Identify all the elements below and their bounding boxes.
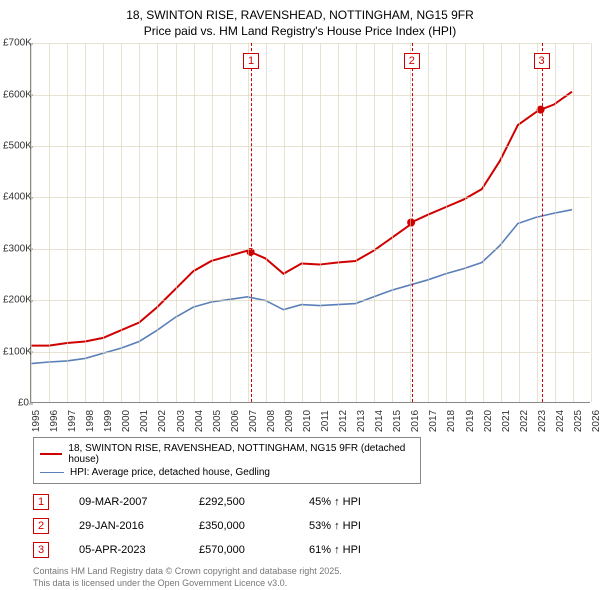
sale-row-marker: 2 <box>33 518 49 534</box>
sale-price: £570,000 <box>199 544 279 556</box>
sale-marker-badge: 1 <box>243 53 259 69</box>
sale-marker-line <box>251 43 252 402</box>
x-tick-label: 2019 <box>465 410 476 432</box>
x-tick-label: 2000 <box>121 410 132 432</box>
x-tick-label: 1995 <box>31 410 42 432</box>
y-tick-label: £200K <box>3 295 29 306</box>
chart-lines <box>31 43 590 402</box>
x-tick-label: 1999 <box>103 410 114 432</box>
x-tick-label: 2026 <box>591 410 600 432</box>
y-tick-label: £700K <box>3 38 29 49</box>
sale-date: 09-MAR-2007 <box>79 496 169 508</box>
chart-title: 18, SWINTON RISE, RAVENSHEAD, NOTTINGHAM… <box>0 0 600 43</box>
footer-line1: Contains HM Land Registry data © Crown c… <box>33 566 590 578</box>
x-tick-label: 2015 <box>392 410 403 432</box>
sale-pct: 53% ↑ HPI <box>309 520 409 532</box>
x-tick-label: 2004 <box>194 410 205 432</box>
legend-row: HPI: Average price, detached house, Gedl… <box>40 466 414 479</box>
x-tick-label: 2002 <box>157 410 168 432</box>
sale-price: £292,500 <box>199 496 279 508</box>
x-tick-label: 2021 <box>501 410 512 432</box>
y-tick-label: £500K <box>3 141 29 152</box>
sale-pct: 61% ↑ HPI <box>309 544 409 556</box>
x-tick-label: 2011 <box>320 410 331 432</box>
sale-marker-badge: 3 <box>534 53 550 69</box>
sale-row: 1 09-MAR-2007 £292,500 45% ↑ HPI <box>33 490 590 514</box>
x-tick-label: 2016 <box>410 410 421 432</box>
x-tick-label: 2017 <box>428 410 439 432</box>
y-tick-label: £100K <box>3 346 29 357</box>
title-address: 18, SWINTON RISE, RAVENSHEAD, NOTTINGHAM… <box>10 8 590 24</box>
sale-row: 2 29-JAN-2016 £350,000 53% ↑ HPI <box>33 514 590 538</box>
sale-marker-line <box>542 43 543 402</box>
legend-label: 18, SWINTON RISE, RAVENSHEAD, NOTTINGHAM… <box>68 443 414 465</box>
x-tick-label: 2008 <box>266 410 277 432</box>
sale-date: 29-JAN-2016 <box>79 520 169 532</box>
footer-line2: This data is licensed under the Open Gov… <box>33 578 590 590</box>
x-tick-label: 2010 <box>302 410 313 432</box>
x-tick-label: 2006 <box>230 410 241 432</box>
x-tick-label: 2009 <box>284 410 295 432</box>
x-tick-label: 2003 <box>176 410 187 432</box>
plot-region: £0£100K£200K£300K£400K£500K£600K£700K199… <box>30 43 590 403</box>
sale-marker-badge: 2 <box>404 53 420 69</box>
x-tick-label: 1997 <box>67 410 78 432</box>
x-tick-label: 2001 <box>139 410 150 432</box>
y-tick-label: £300K <box>3 243 29 254</box>
x-tick-label: 2024 <box>555 410 566 432</box>
sale-marker-line <box>412 43 413 402</box>
x-tick-label: 2013 <box>356 410 367 432</box>
y-tick-label: £400K <box>3 192 29 203</box>
x-tick-label: 2018 <box>446 410 457 432</box>
x-tick-label: 1998 <box>85 410 96 432</box>
y-tick-label: £600K <box>3 89 29 100</box>
sales-table: 1 09-MAR-2007 £292,500 45% ↑ HPI 2 29-JAN-201… <box>33 490 590 562</box>
x-tick-label: 2022 <box>519 410 530 432</box>
x-tick-label: 2005 <box>212 410 223 432</box>
x-tick-label: 2025 <box>573 410 584 432</box>
x-tick-label: 2007 <box>248 410 259 432</box>
x-tick-label: 2014 <box>374 410 385 432</box>
sale-row-marker: 1 <box>33 494 49 510</box>
sale-row-marker: 3 <box>33 542 49 558</box>
sale-date: 05-APR-2023 <box>79 544 169 556</box>
legend-row: 18, SWINTON RISE, RAVENSHEAD, NOTTINGHAM… <box>40 442 414 466</box>
x-tick-label: 1996 <box>49 410 60 432</box>
sale-price: £350,000 <box>199 520 279 532</box>
sale-row: 3 05-APR-2023 £570,000 61% ↑ HPI <box>33 538 590 562</box>
x-tick-label: 2012 <box>338 410 349 432</box>
legend: 18, SWINTON RISE, RAVENSHEAD, NOTTINGHAM… <box>33 437 421 484</box>
chart-area: £0£100K£200K£300K£400K£500K£600K£700K199… <box>0 43 600 435</box>
legend-swatch <box>40 453 62 455</box>
y-tick-label: £0 <box>3 398 29 409</box>
footer-attribution: Contains HM Land Registry data © Crown c… <box>33 566 590 589</box>
x-tick-label: 2020 <box>483 410 494 432</box>
x-tick-label: 2023 <box>537 410 548 432</box>
sale-pct: 45% ↑ HPI <box>309 496 409 508</box>
legend-swatch <box>40 472 64 474</box>
legend-label: HPI: Average price, detached house, Gedl… <box>70 467 270 478</box>
title-subtitle: Price paid vs. HM Land Registry's House … <box>10 24 590 40</box>
